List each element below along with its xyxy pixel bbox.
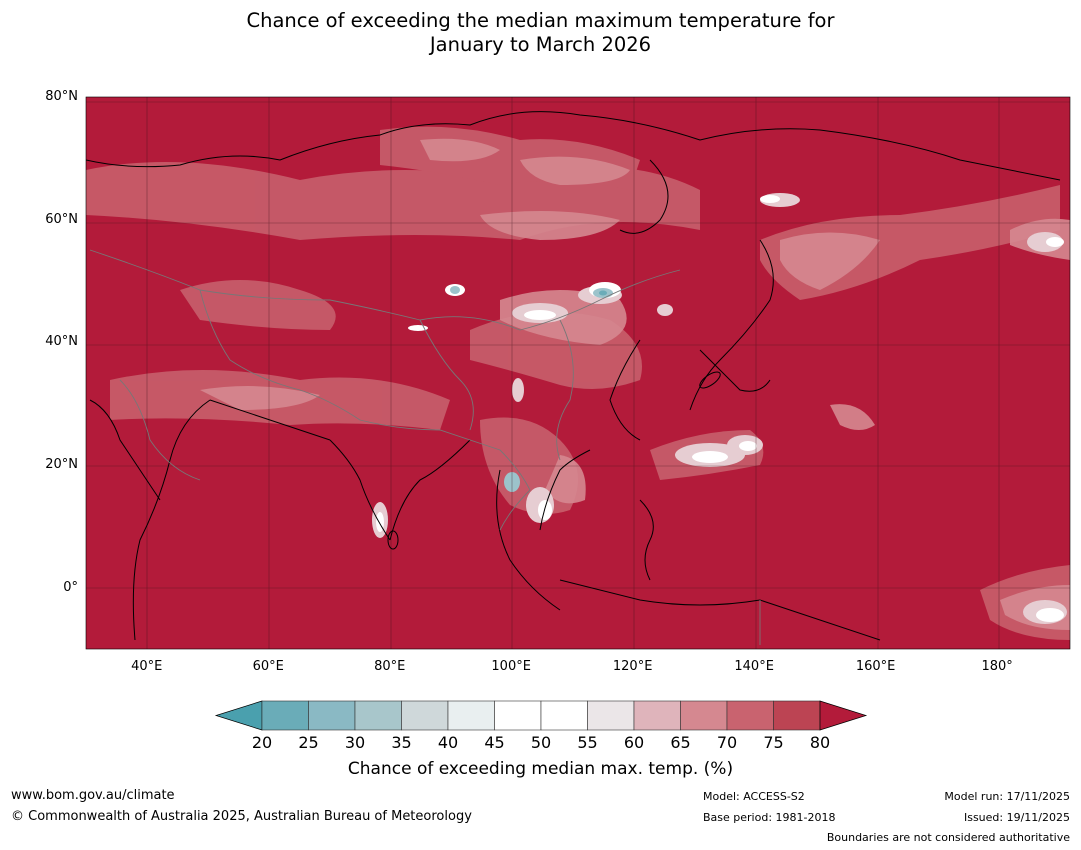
- map-title-line-1: Chance of exceeding the median maximum t…: [246, 9, 835, 32]
- map-title: Chance of exceeding the median maximum t…: [0, 9, 1081, 57]
- colorbar-cell: [447, 700, 495, 731]
- colorbar-tick-label: 60: [623, 733, 645, 752]
- colorbar-tick-label: 20: [251, 733, 273, 752]
- colorbar-tick-label: 50: [530, 733, 552, 752]
- longitude-tick-label: 60°E: [252, 659, 284, 674]
- colorbar-cell: [261, 700, 309, 731]
- copyright-text: © Commonwealth of Australia 2025, Austra…: [11, 809, 472, 824]
- colorbar-cell: [726, 700, 774, 731]
- longitude-tick-label: 120°E: [612, 659, 653, 674]
- colorbar-tick-label: 30: [344, 733, 366, 752]
- country-borders: [89, 249, 761, 645]
- colorbar-tick-label: 35: [391, 733, 412, 752]
- map-frame: [85, 96, 1071, 650]
- colorbar-tick-label: 80: [809, 733, 831, 752]
- model-name: Model: ACCESS-S2: [703, 790, 805, 803]
- map-title-line-2: January to March 2026: [429, 33, 652, 56]
- colorbar-tick-label: 25: [298, 733, 319, 752]
- colorbar-under-extension: [214, 700, 263, 731]
- longitude-tick-label: 100°E: [491, 659, 531, 674]
- colorbar-cell: [494, 700, 542, 731]
- longitude-tick-label: 140°E: [734, 659, 774, 674]
- colorbar-tick-label: 70: [716, 733, 738, 752]
- probability-field: [86, 126, 1070, 640]
- longitude-tick-label: 80°E: [374, 659, 406, 674]
- issued-date: Issued: 19/11/2025: [963, 811, 1070, 824]
- colorbar-tick-label: 45: [484, 733, 505, 752]
- latitude-tick-label: 20°N: [45, 457, 78, 472]
- latitude-tick-label: 0°: [63, 579, 78, 595]
- boundaries-disclaimer: Boundaries are not considered authoritat…: [826, 831, 1070, 844]
- website-link[interactable]: www.bom.gov.au/climate: [11, 788, 175, 803]
- latitude-tick-label: 80°N: [45, 89, 78, 104]
- longitude-tick-label: 160°E: [855, 659, 896, 674]
- colorbar-tick-label: 65: [670, 733, 691, 752]
- colorbar-tick-label: 75: [763, 733, 784, 752]
- colorbar-label: Chance of exceeding median max. temp. (%…: [347, 759, 734, 779]
- longitude-tick-label: 40°E: [131, 659, 163, 674]
- coastlines: [86, 111, 1061, 641]
- model-run-date: Model run: 17/11/2025: [944, 790, 1070, 803]
- latitude-tick-label: 40°N: [45, 334, 78, 350]
- latitude-tick-label: 60°N: [45, 211, 78, 227]
- colorbar-cell: [773, 700, 821, 731]
- colorbar-cell: [354, 700, 402, 731]
- colorbar-cell: [401, 700, 449, 731]
- colorbar-cell: [308, 700, 356, 731]
- colorbar-tick-label: 55: [577, 733, 598, 752]
- base-period: Base period: 1981-2018: [703, 811, 836, 824]
- forecast-map: [85, 96, 1071, 650]
- colorbar-cell: [680, 700, 728, 731]
- colorbar-cell: [540, 700, 588, 731]
- longitude-tick-label: 180°: [981, 659, 1013, 674]
- colorbar-cell: [587, 700, 635, 731]
- colorbar-tick-label: 40: [437, 733, 459, 752]
- colorbar-cell: [633, 700, 681, 731]
- graticule: [86, 97, 1070, 649]
- colorbar-over-extension: [819, 700, 868, 731]
